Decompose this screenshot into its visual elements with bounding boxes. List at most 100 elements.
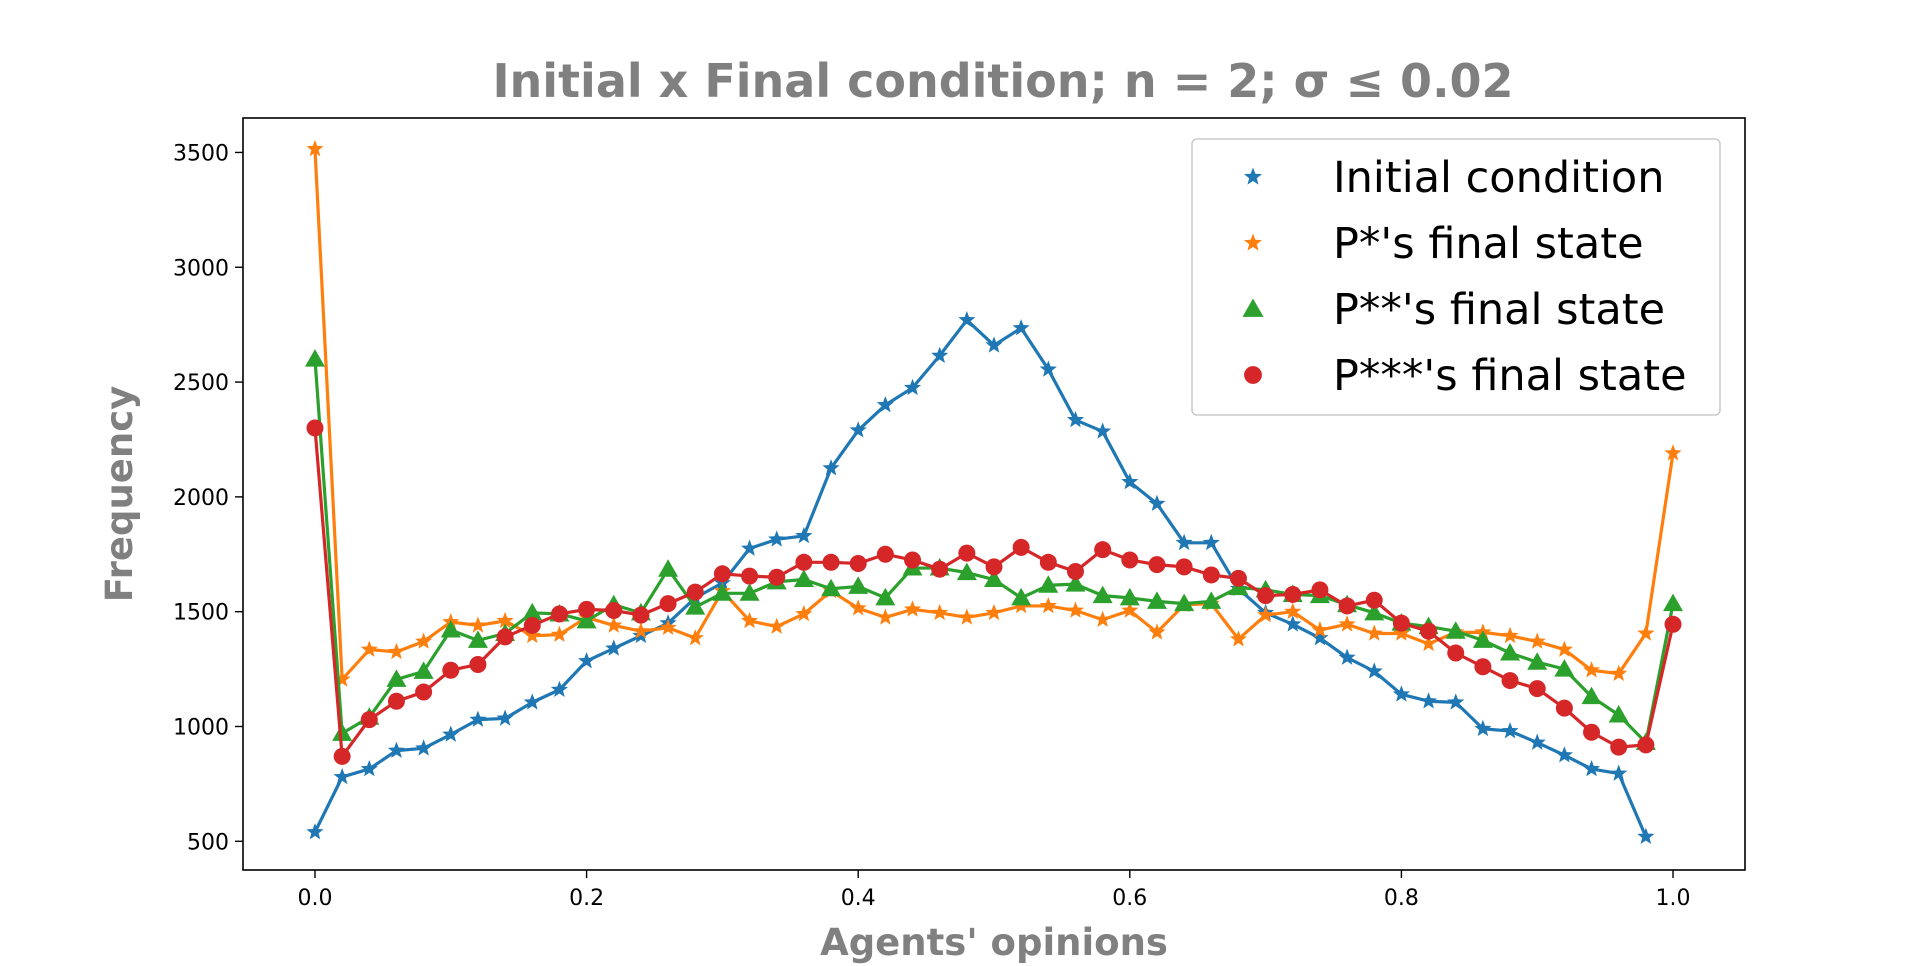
plot-area xyxy=(304,140,1684,844)
x-axis: 0.0 0.2 0.4 0.6 0.8 1.0 xyxy=(297,870,1691,911)
data-point xyxy=(413,661,434,679)
data-point xyxy=(875,587,896,606)
data-point xyxy=(795,553,813,571)
x-tick-label: 0.8 xyxy=(1384,886,1419,911)
data-point xyxy=(1637,624,1655,641)
data-point xyxy=(576,610,597,629)
data-point xyxy=(1338,597,1356,615)
data-point xyxy=(1039,596,1057,614)
data-point xyxy=(876,396,894,413)
data-point xyxy=(523,626,541,644)
data-point xyxy=(958,544,976,562)
data-point xyxy=(1420,692,1438,709)
data-point xyxy=(550,625,568,642)
data-point xyxy=(1445,621,1466,639)
data-point xyxy=(440,620,461,638)
data-point xyxy=(1175,533,1193,551)
data-point xyxy=(1365,591,1383,609)
data-point xyxy=(1012,538,1030,556)
data-point xyxy=(1663,593,1684,612)
data-point xyxy=(1554,659,1575,677)
data-point xyxy=(360,711,378,729)
data-point xyxy=(332,723,353,741)
data-point xyxy=(1637,736,1655,754)
data-point xyxy=(1311,629,1329,646)
legend-marker xyxy=(1242,298,1264,317)
data-point xyxy=(1039,360,1057,377)
data-point xyxy=(1420,622,1438,640)
data-point xyxy=(1581,686,1602,705)
data-point xyxy=(1094,610,1112,627)
x-tick-label: 1.0 xyxy=(1656,886,1691,911)
data-point xyxy=(904,551,922,569)
data-point xyxy=(1174,593,1195,612)
data-point xyxy=(1527,652,1548,670)
legend-item: Initial condition xyxy=(1244,153,1664,203)
data-point xyxy=(415,632,433,649)
data-point xyxy=(1474,658,1492,676)
data-point xyxy=(1121,601,1139,618)
data-point xyxy=(632,622,650,639)
data-point xyxy=(1284,585,1302,603)
data-point xyxy=(1555,746,1573,763)
x-tick-label: 0.6 xyxy=(1112,886,1147,911)
data-point xyxy=(1392,624,1410,641)
data-point xyxy=(523,616,541,634)
data-point xyxy=(469,655,487,673)
x-tick-label: 0.4 xyxy=(841,886,876,911)
data-point xyxy=(958,608,976,625)
data-point xyxy=(985,336,1003,353)
data-point xyxy=(1338,615,1356,632)
data-point xyxy=(387,642,406,660)
data-point xyxy=(1420,634,1438,652)
data-point xyxy=(793,569,814,588)
data-point xyxy=(822,459,840,476)
y-tick-label: 500 xyxy=(187,830,229,855)
data-point xyxy=(1392,614,1410,632)
data-point xyxy=(306,823,324,840)
data-point xyxy=(1365,662,1383,679)
data-point xyxy=(686,629,704,646)
data-point xyxy=(903,378,922,396)
data-point xyxy=(1555,699,1573,717)
data-point xyxy=(903,600,922,617)
data-point xyxy=(1229,569,1247,587)
data-point xyxy=(740,611,759,629)
data-point xyxy=(741,567,759,585)
data-point xyxy=(1528,632,1546,649)
data-point xyxy=(469,616,487,633)
legend-marker xyxy=(1244,366,1262,384)
legend-label: P*'s final state xyxy=(1333,219,1644,269)
data-point xyxy=(1066,601,1085,618)
data-point xyxy=(1474,719,1492,737)
data-point xyxy=(442,725,460,742)
data-point xyxy=(550,680,568,698)
data-point xyxy=(658,559,679,577)
data-point xyxy=(1447,693,1465,710)
data-point xyxy=(1284,615,1302,632)
data-point xyxy=(1257,587,1275,605)
data-point xyxy=(849,421,867,438)
data-point xyxy=(985,603,1003,621)
data-point xyxy=(1038,575,1059,593)
data-point xyxy=(333,670,351,687)
data-point xyxy=(1583,723,1601,741)
data-point xyxy=(795,526,813,544)
data-point xyxy=(659,618,677,636)
data-point xyxy=(306,419,324,437)
data-point xyxy=(1201,591,1222,609)
data-point xyxy=(550,605,568,623)
data-point xyxy=(1610,764,1628,781)
series-line xyxy=(313,427,1675,758)
y-axis: 500 1000 1500 2000 2500 3000 3500 xyxy=(173,141,243,855)
data-point xyxy=(876,545,894,563)
data-point xyxy=(1637,827,1655,844)
data-point xyxy=(1066,562,1084,580)
data-point xyxy=(632,606,650,624)
data-point xyxy=(848,576,869,594)
legend-label: P***'s final state xyxy=(1333,351,1687,401)
data-point xyxy=(1501,672,1519,690)
y-axis-title: Frequency xyxy=(98,386,141,603)
data-point xyxy=(1555,640,1573,657)
